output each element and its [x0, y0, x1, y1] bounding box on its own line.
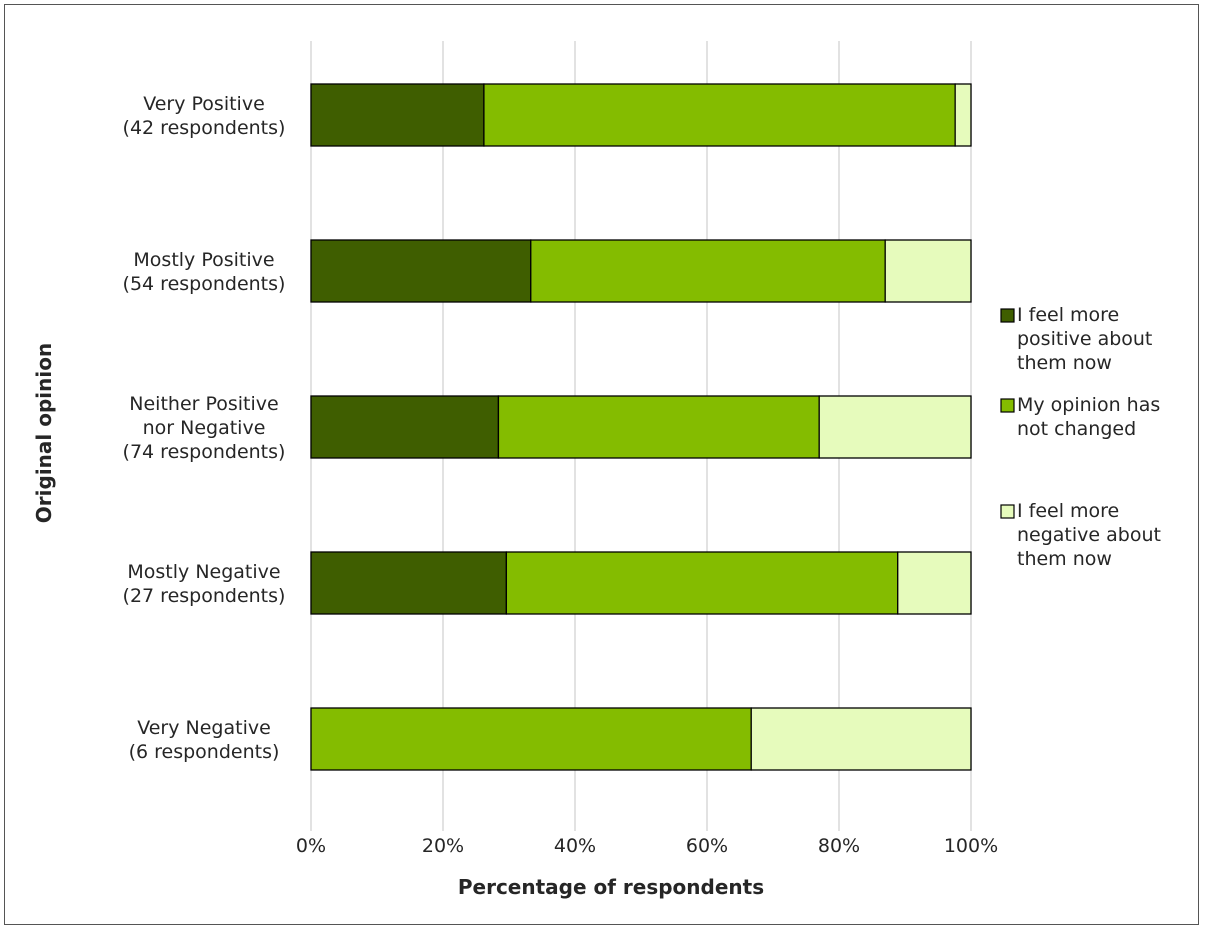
legend-label: I feel more positive about them now: [1017, 304, 1152, 374]
bar-segment: [310, 239, 532, 303]
x-tick-labels: 0% 20% 40% 60% 80% 100%: [296, 835, 998, 857]
x-tick-label: 60%: [686, 835, 728, 857]
stacked-bar-chart: Very Positive (42 respondents) Mostly Posi…: [32, 41, 1161, 899]
bar-segment: [750, 707, 972, 771]
category-label: Neither Positive nor Negative (74 responde…: [123, 393, 286, 463]
legend-swatch: [1000, 504, 1015, 519]
bar-segment: [954, 83, 972, 147]
bar-segment: [310, 395, 500, 459]
y-axis-title: Original opinion: [32, 343, 56, 523]
bar-segment: [310, 707, 752, 771]
bar-segment: [310, 83, 485, 147]
legend-label: My opinion has not changed: [1017, 394, 1160, 440]
category-label: Very Negative (6 respondents): [129, 717, 280, 763]
legend-swatch: [1000, 398, 1015, 413]
legend-label: I feel more negative about them now: [1017, 500, 1161, 570]
bar-segment: [530, 239, 886, 303]
legend-item: My opinion has not changed: [1000, 394, 1160, 440]
bar-segment: [897, 551, 972, 615]
bar-segment: [497, 395, 820, 459]
category-label: Very Positive (42 respondents): [123, 93, 286, 139]
bar-segment: [483, 83, 956, 147]
category-label: Mostly Negative (27 respondents): [123, 561, 286, 607]
category-labels: Very Positive (42 respondents) Mostly Posi…: [123, 93, 286, 763]
bars: [310, 83, 972, 771]
bar-segment: [310, 551, 508, 615]
bar-segment: [884, 239, 972, 303]
x-tick-label: 80%: [818, 835, 860, 857]
legend-swatch: [1000, 308, 1015, 323]
x-axis-title: Percentage of respondents: [458, 875, 764, 899]
x-tick-label: 100%: [944, 835, 998, 857]
bar-segment: [505, 551, 899, 615]
x-tick-label: 0%: [296, 835, 326, 857]
chart-frame: Very Positive (42 respondents) Mostly Posi…: [4, 4, 1199, 925]
bar-segment: [818, 395, 972, 459]
x-tick-label: 40%: [554, 835, 596, 857]
legend-item: I feel more negative about them now: [1000, 500, 1161, 570]
x-tick-label: 20%: [422, 835, 464, 857]
category-label: Mostly Positive (54 respondents): [123, 249, 286, 295]
legend: I feel more positive about them now My opin…: [1000, 304, 1161, 570]
legend-item: I feel more positive about them now: [1000, 304, 1152, 374]
